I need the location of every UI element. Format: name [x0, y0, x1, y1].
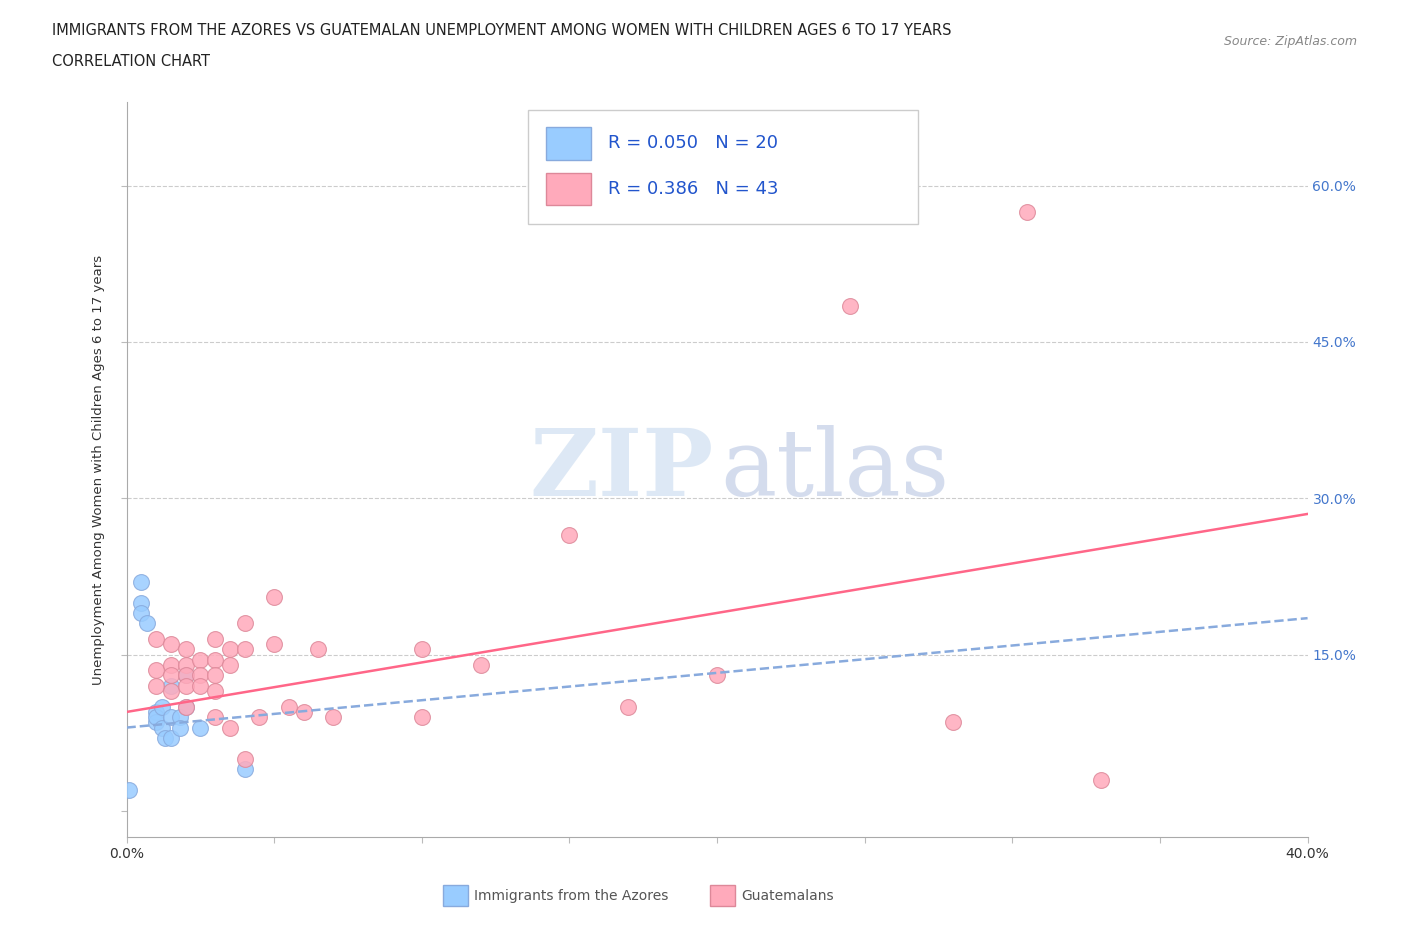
Text: atlas: atlas — [721, 425, 950, 514]
Point — [145, 705, 167, 720]
Point — [136, 616, 159, 631]
Point — [174, 642, 197, 657]
Point — [174, 699, 197, 714]
Point — [706, 668, 728, 683]
Point — [188, 668, 211, 683]
Point — [942, 715, 965, 730]
Point — [188, 653, 211, 668]
Point — [233, 751, 256, 766]
Point — [188, 679, 211, 694]
Point — [247, 710, 270, 724]
Text: R = 0.050   N = 20: R = 0.050 N = 20 — [609, 135, 779, 153]
Text: R = 0.386   N = 43: R = 0.386 N = 43 — [609, 180, 779, 198]
Text: IMMIGRANTS FROM THE AZORES VS GUATEMALAN UNEMPLOYMENT AMONG WOMEN WITH CHILDREN : IMMIGRANTS FROM THE AZORES VS GUATEMALAN… — [52, 23, 952, 38]
Point — [174, 668, 197, 683]
Point — [617, 699, 640, 714]
Point — [1017, 205, 1039, 219]
Point — [219, 658, 242, 672]
Point — [204, 631, 226, 646]
Point — [233, 762, 256, 777]
Point — [219, 720, 242, 735]
Point — [129, 595, 153, 610]
Point — [159, 684, 183, 698]
Point — [188, 720, 211, 735]
Text: ZIP: ZIP — [529, 425, 713, 514]
Point — [129, 574, 153, 589]
Point — [150, 720, 173, 735]
Text: Immigrants from the Azores: Immigrants from the Azores — [474, 888, 668, 903]
Text: CORRELATION CHART: CORRELATION CHART — [52, 54, 209, 69]
Point — [174, 679, 197, 694]
Point — [233, 642, 256, 657]
Point — [233, 616, 256, 631]
Point — [145, 663, 167, 678]
Point — [174, 699, 197, 714]
Y-axis label: Unemployment Among Women with Children Ages 6 to 17 years: Unemployment Among Women with Children A… — [91, 255, 105, 684]
Point — [204, 684, 226, 698]
Point — [470, 658, 492, 672]
Bar — [546, 173, 591, 206]
Point — [174, 658, 197, 672]
Point — [159, 637, 183, 652]
Point — [118, 783, 141, 798]
Point — [292, 705, 315, 720]
Point — [322, 710, 344, 724]
Point — [169, 720, 191, 735]
Point — [145, 710, 167, 724]
Point — [219, 642, 242, 657]
Bar — [546, 127, 591, 160]
Point — [159, 668, 183, 683]
Point — [411, 710, 433, 724]
Text: Guatemalans: Guatemalans — [741, 888, 834, 903]
Point — [263, 590, 285, 604]
Point — [838, 299, 860, 313]
Point — [159, 710, 183, 724]
Point — [129, 605, 153, 620]
Point — [558, 527, 581, 542]
Point — [263, 637, 285, 652]
Point — [159, 679, 183, 694]
Point — [174, 668, 197, 683]
Point — [307, 642, 329, 657]
Point — [1090, 772, 1112, 787]
Point — [204, 668, 226, 683]
Point — [169, 710, 191, 724]
Point — [153, 731, 176, 746]
Text: Source: ZipAtlas.com: Source: ZipAtlas.com — [1223, 35, 1357, 48]
Point — [159, 731, 183, 746]
Point — [204, 653, 226, 668]
Point — [150, 699, 173, 714]
Point — [145, 631, 167, 646]
Point — [204, 710, 226, 724]
Point — [411, 642, 433, 657]
Point — [145, 715, 167, 730]
Point — [145, 679, 167, 694]
Point — [159, 658, 183, 672]
FancyBboxPatch shape — [529, 110, 918, 223]
Point — [278, 699, 301, 714]
